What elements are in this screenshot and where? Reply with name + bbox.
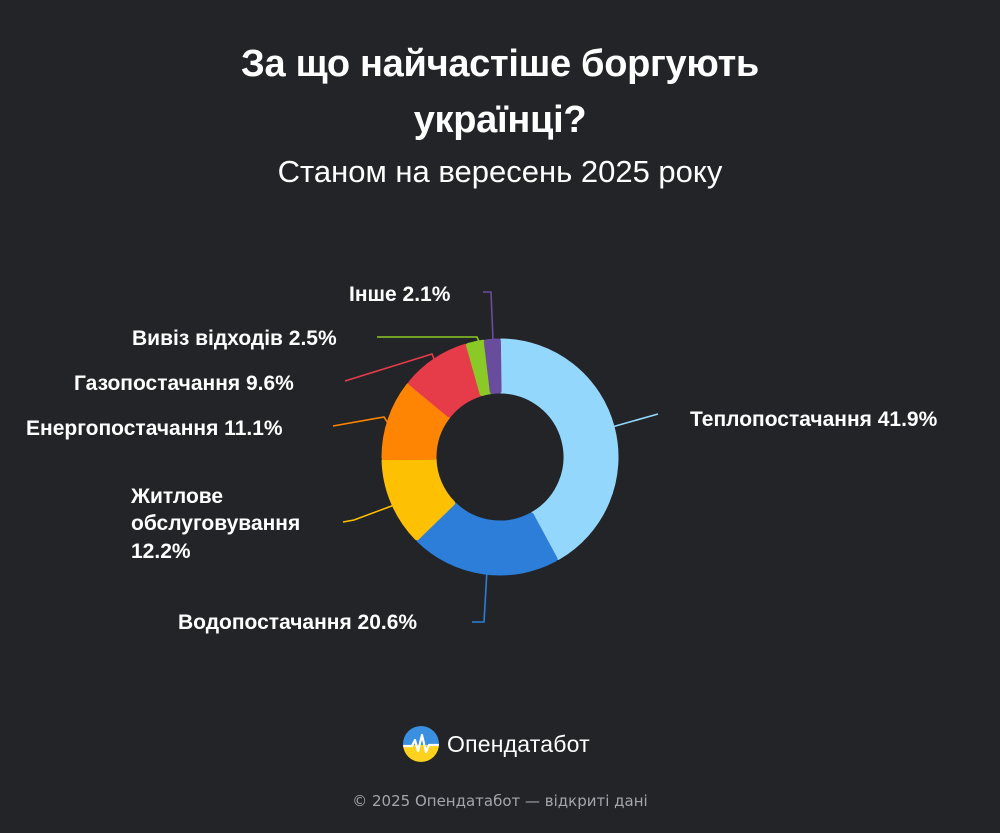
chart-title-line-2: українці? <box>413 99 587 141</box>
leader-line-teplopostachannia <box>611 413 659 428</box>
leader-line-vyviz-vidkhodiv <box>377 336 482 347</box>
opendatabot-logo-icon <box>403 726 439 762</box>
slice-vodopostachannia <box>416 501 558 576</box>
leader-line-enerhopostachannia <box>332 416 392 429</box>
slice-enerhopostachannia <box>381 382 451 461</box>
chart-title: За що найчастіше боргують українці? <box>0 36 1000 148</box>
leader-line-vodopostachannia <box>472 569 488 623</box>
slice-label-vodopostachannia: Водопостачання 20.6% <box>178 611 417 634</box>
slice-label-zhytlove-obsluhovuvannia-line-2: обслуговування <box>131 512 300 535</box>
slice-label-enerhopostachannia: Енергопостачання 11.1% <box>26 417 283 440</box>
leader-line-inshe <box>483 291 494 341</box>
chart-subtitle: Станом на вересень 2025 року <box>277 154 723 189</box>
leader-line-zhytlove-obsluhovuvannia <box>342 503 398 523</box>
slice-label-teplopostachannia: Теплопостачання 41.9% <box>690 408 938 431</box>
slice-label-zhytlove-obsluhovuvannia-line-1: Житлове <box>130 485 223 508</box>
slice-label-hazopostachannia: Газопостачання 9.6% <box>74 372 294 395</box>
slice-teplopostachannia <box>498 338 619 560</box>
slice-zhytlove-obsluhovuvannia <box>381 456 456 541</box>
slice-label-inshe: Інше 2.1% <box>349 283 451 306</box>
slice-hazopostachannia <box>408 343 483 418</box>
slice-inshe <box>483 338 502 394</box>
brand: Опендатабот <box>403 724 590 764</box>
slice-label-zhytlove-obsluhovuvannia-line-3: 12.2% <box>131 540 191 563</box>
chart-title-line-1: За що найчастіше боргують <box>241 43 759 85</box>
slice-label-vyviz-vidkhodiv: Вивіз відходів 2.5% <box>132 327 337 350</box>
footer-copyright: © 2025 Опендатабот — відкриті дані <box>352 792 648 810</box>
donut-chart: Теплопостачання 41.9% Водопостачання 20.6… <box>26 283 938 634</box>
leader-line-hazopostachannia <box>344 353 438 382</box>
brand-name: Опендатабот <box>447 730 590 757</box>
